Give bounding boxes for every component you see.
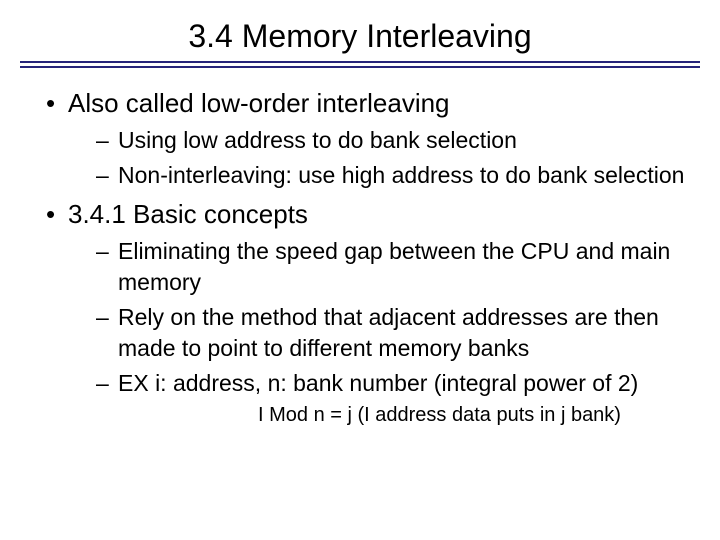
- bullet-text: 3.4.1 Basic concepts: [68, 199, 308, 229]
- bullet-text: EX i: address, n: bank number (integral …: [118, 370, 638, 396]
- list-item: Also called low-order interleaving Using…: [46, 86, 700, 191]
- bullet-list-level2: Eliminating the speed gap between the CP…: [68, 236, 700, 428]
- bullet-text: Rely on the method that adjacent address…: [118, 304, 659, 361]
- slide: 3.4 Memory Interleaving Also called low-…: [0, 0, 720, 540]
- bullet-list-level1: Also called low-order interleaving Using…: [28, 86, 700, 429]
- list-item: EX i: address, n: bank number (integral …: [96, 368, 700, 428]
- bullet-list-level2: Using low address to do bank selection N…: [68, 125, 700, 191]
- title-rule-bottom: [20, 66, 700, 68]
- list-item: Non-interleaving: use high address to do…: [96, 160, 700, 191]
- bullet-text: Non-interleaving: use high address to do…: [118, 162, 684, 188]
- slide-title: 3.4 Memory Interleaving: [20, 18, 700, 55]
- list-item: Using low address to do bank selection: [96, 125, 700, 156]
- content: Also called low-order interleaving Using…: [20, 86, 700, 429]
- bullet-text: Eliminating the speed gap between the CP…: [118, 238, 670, 295]
- list-item: Eliminating the speed gap between the CP…: [96, 236, 700, 298]
- list-item: Rely on the method that adjacent address…: [96, 302, 700, 364]
- bullet-text: Using low address to do bank selection: [118, 127, 517, 153]
- list-item: 3.4.1 Basic concepts Eliminating the spe…: [46, 197, 700, 428]
- bullet-text: Also called low-order interleaving: [68, 88, 450, 118]
- formula-text: I Mod n = j (I address data puts in j ba…: [118, 402, 700, 429]
